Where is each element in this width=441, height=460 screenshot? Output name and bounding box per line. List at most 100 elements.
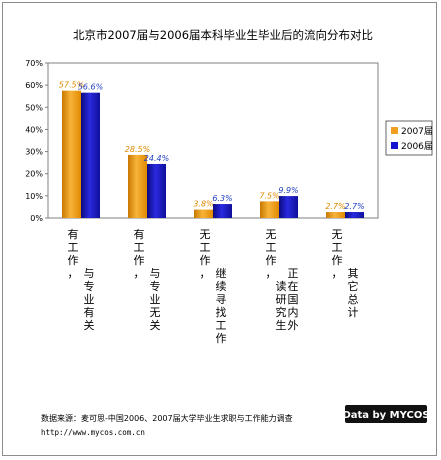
- category-char: 工: [134, 241, 145, 254]
- chart-frame: 北京市2007届与2006届本科毕业生毕业后的流向分布对比 0% 10% 20% 30…: [2, 2, 437, 456]
- category-char: 内: [288, 305, 299, 319]
- category-char: 无: [200, 228, 211, 241]
- bar-2006: [213, 204, 232, 218]
- data-label: 7.5%: [259, 191, 279, 200]
- data-label: 2.7%: [325, 202, 345, 211]
- category-char: 工: [266, 241, 277, 254]
- bar-2006: [279, 196, 298, 218]
- category-char: 有: [68, 227, 79, 241]
- bar-2006: [147, 163, 166, 218]
- data-label: 9.9%: [278, 186, 298, 195]
- category-char: 总: [348, 292, 359, 306]
- legend-label-2007: 2007届: [401, 126, 433, 137]
- category-char: 业: [150, 293, 161, 306]
- legend-swatch-2007: [391, 127, 398, 134]
- category-char: 找: [216, 305, 227, 319]
- category-char: 作: [200, 254, 211, 267]
- category-char: 专: [150, 279, 161, 293]
- category-char: 作: [266, 254, 277, 267]
- category-char: 作: [68, 254, 79, 267]
- category-char: ，: [200, 267, 211, 280]
- bar-2007: [260, 201, 279, 218]
- data-label: 2.7%: [344, 202, 364, 211]
- bar-2006: [81, 92, 100, 218]
- y-tick-label: 40%: [25, 125, 43, 134]
- data-label: 24.4%: [144, 154, 169, 163]
- chart-title: 北京市2007届与2006届本科毕业生毕业后的流向分布对比: [73, 28, 373, 42]
- category-char: 与: [150, 267, 161, 280]
- category-char: 正: [288, 267, 299, 280]
- category-char: 关: [84, 318, 95, 332]
- legend: 2007届 2006届: [385, 120, 433, 156]
- category-char: 业: [84, 293, 95, 306]
- category-char: 无: [266, 228, 277, 241]
- category-char: 有: [134, 227, 145, 241]
- y-tick-label: 20%: [25, 170, 43, 179]
- category-char: 工: [332, 241, 343, 254]
- category-char: 有: [84, 305, 95, 319]
- series-2006: [81, 92, 364, 218]
- legend-swatch-2006: [391, 142, 398, 149]
- data-label: 28.5%: [125, 145, 150, 154]
- source-url: http://www.mycos.com.cn: [41, 428, 145, 437]
- category-char: 无: [332, 228, 343, 241]
- category-char: 计: [348, 306, 359, 319]
- data-labels: 57.5% 28.5% 3.8% 7.5% 2.7% 56.6% 24.4% 6.3% 9.9%…: [59, 81, 365, 211]
- category-char: 外: [288, 319, 299, 332]
- legend-box: [385, 120, 433, 156]
- category-char: ，: [68, 267, 79, 280]
- category-char: 工: [216, 319, 227, 332]
- bar-2007: [128, 154, 147, 218]
- y-tick-label: 0%: [30, 214, 43, 223]
- category-char: 作: [332, 254, 343, 267]
- legend-label-2006: 2006届: [401, 141, 433, 152]
- category-char: 寻: [216, 293, 227, 306]
- data-label: 56.6%: [78, 83, 103, 92]
- category-char: 作: [216, 332, 227, 345]
- y-tick-label: 60%: [25, 81, 43, 90]
- category-char: 工: [68, 241, 79, 254]
- plot-area: [47, 62, 379, 219]
- category-char: 作: [134, 254, 145, 267]
- category-char: 专: [84, 279, 95, 293]
- category-char: ，: [134, 267, 145, 280]
- logo-background: [345, 405, 427, 423]
- category-char: 读: [276, 279, 287, 293]
- y-tick-label: 70%: [25, 59, 43, 68]
- category-char: 国: [288, 293, 299, 306]
- logo-text: Data by MYCOS: [342, 410, 429, 421]
- bar-2007: [194, 209, 213, 218]
- category-char: 继: [216, 267, 227, 280]
- category-char: 无: [150, 306, 161, 319]
- category-char: 工: [200, 241, 211, 254]
- mycos-logo: Data by MYCOS: [342, 405, 430, 423]
- data-label: 57.5%: [59, 81, 84, 90]
- category-char: 在: [288, 280, 299, 293]
- category-char: 其: [348, 267, 359, 280]
- chart: 北京市2007届与2006届本科毕业生毕业后的流向分布对比 0% 10% 20% 30…: [25, 28, 433, 437]
- source-note: 数据来源：麦可思-中国2006、2007届大学毕业生求职与工作能力调查: [41, 413, 293, 423]
- category-char: 究: [276, 305, 287, 319]
- category-char: 它: [348, 279, 359, 293]
- category-char: 与: [84, 267, 95, 280]
- y-tick-label: 30%: [25, 148, 43, 157]
- data-label: 6.3%: [212, 194, 232, 203]
- y-tick-label: 50%: [25, 103, 43, 112]
- category-char: 续: [216, 279, 227, 293]
- bar-2007: [62, 90, 81, 218]
- category-char: 研: [276, 293, 287, 306]
- category-char: 生: [276, 318, 287, 332]
- series-2007: [62, 90, 345, 218]
- category-char: ，: [332, 267, 343, 280]
- data-label: 3.8%: [193, 200, 213, 209]
- y-tick-label: 10%: [25, 192, 43, 201]
- bar-2007: [326, 212, 345, 218]
- category-char: 关: [150, 318, 161, 332]
- category-char: ，: [266, 267, 277, 280]
